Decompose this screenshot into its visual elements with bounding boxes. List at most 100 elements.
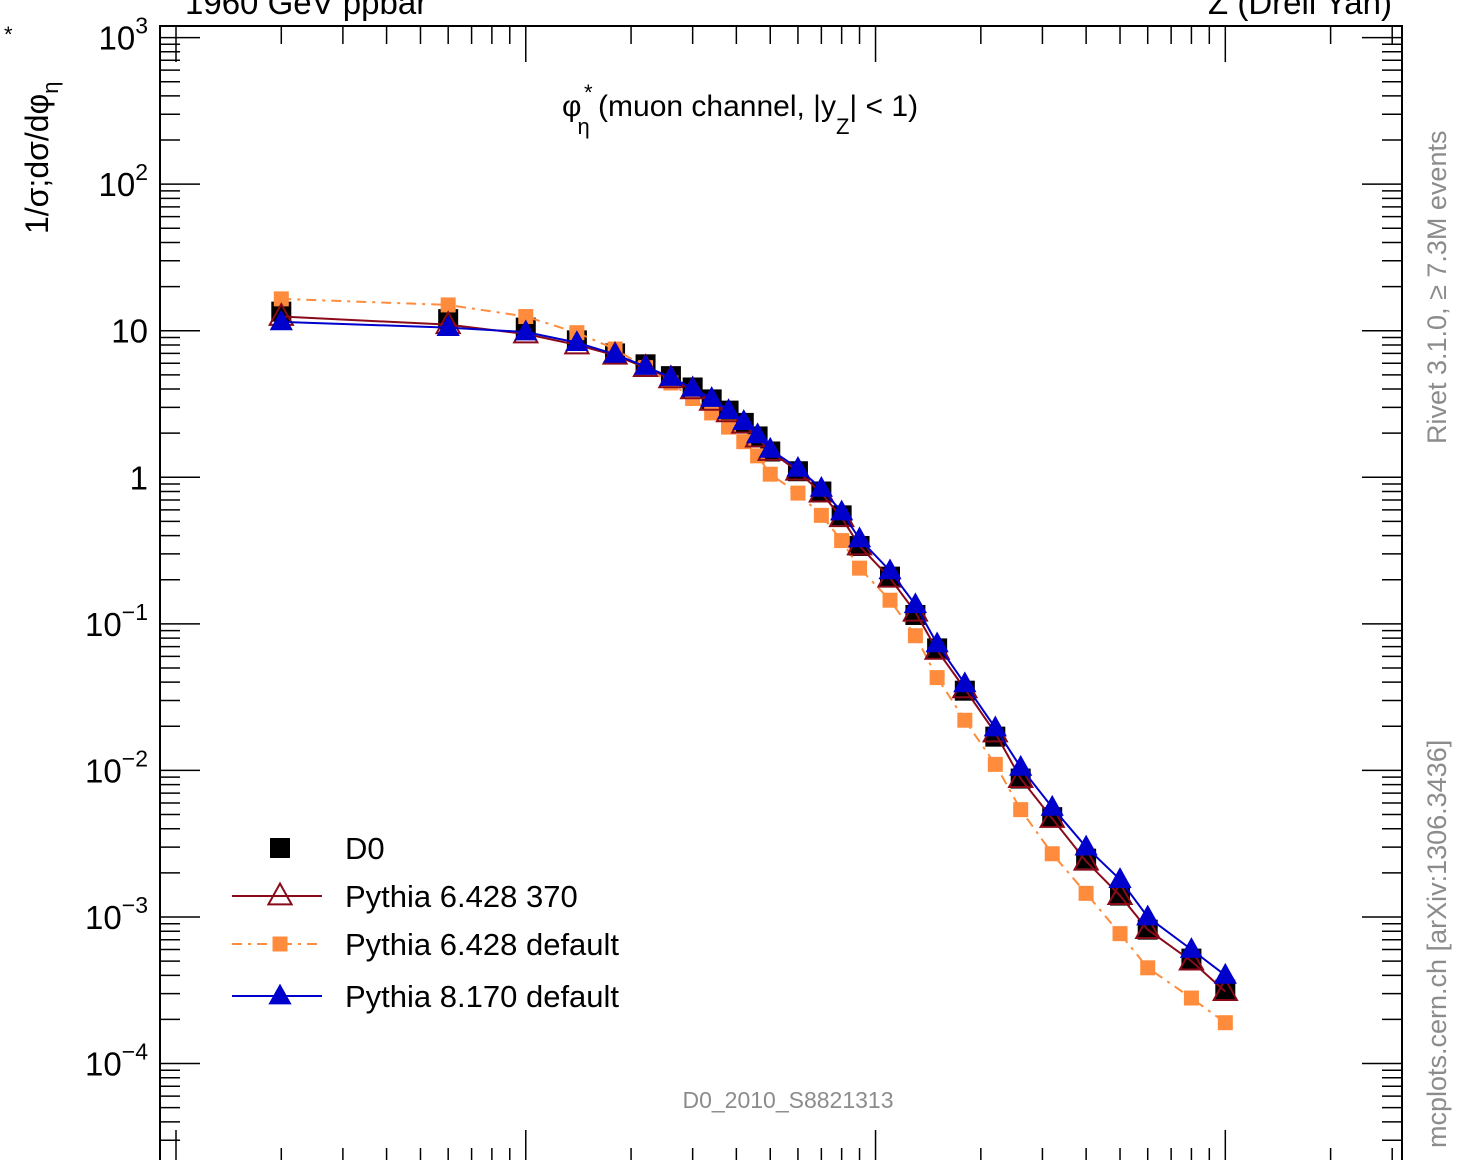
mcplots-label: mcplots.cern.ch [arXiv:1306.3436] <box>1422 740 1452 1148</box>
data-point <box>603 341 627 363</box>
data-point <box>813 507 829 523</box>
title-rest2: | < 1) <box>849 90 918 123</box>
data-point <box>1038 804 1066 828</box>
svg-text:mcplots.cern.ch [arXiv:1306.34: mcplots.cern.ch [arXiv:1306.3436] <box>1422 740 1452 1148</box>
data-point <box>704 405 720 421</box>
svg-text:1/σ;dσ/dφη: 1/σ;dσ/dφη <box>19 81 63 234</box>
data-point <box>716 398 741 420</box>
y-axis-label: 1/σ;dσ/dφη <box>19 81 63 234</box>
data-point <box>1007 764 1034 788</box>
data-point <box>1178 946 1205 971</box>
legend-label: D0 <box>345 831 385 866</box>
legend: D0 Pythia 6.428 370 Pythia 6.428 default Py… <box>232 831 619 1014</box>
data-point <box>269 309 293 331</box>
data-point <box>1072 846 1100 871</box>
data-point <box>266 881 294 906</box>
data-point <box>273 291 289 307</box>
data-point <box>882 592 898 608</box>
svg-text:Rivet 3.1.0, ≥ 7.3M events: Rivet 3.1.0, ≥ 7.3M events <box>1422 131 1452 444</box>
data-point <box>1183 990 1199 1006</box>
data-point <box>852 560 868 576</box>
data-point <box>1134 915 1162 940</box>
data-point <box>929 670 945 686</box>
data-point <box>834 533 850 549</box>
title-z: Z <box>836 114 849 139</box>
data-point <box>1215 979 1236 1000</box>
data-point <box>1112 926 1128 942</box>
data-point <box>1212 977 1239 1001</box>
data-point <box>987 756 1003 772</box>
legend-item: D0 <box>270 831 385 866</box>
data-point <box>681 375 705 397</box>
data-point <box>659 365 683 386</box>
data-point <box>847 526 872 548</box>
legend-item: Pythia 8.170 default <box>232 979 619 1014</box>
y-tick-label: 10−1 <box>85 599 148 643</box>
title-eta: η <box>577 114 589 139</box>
data-point <box>514 319 538 341</box>
legend-item: Pythia 6.428 default <box>232 927 619 962</box>
data-point <box>830 499 854 521</box>
data-point <box>1013 802 1029 818</box>
y-tick-label: 10−3 <box>85 892 148 936</box>
data-point <box>1213 962 1237 984</box>
series-layer <box>267 291 1239 1031</box>
header-right: Z (Drell Yan) <box>1208 0 1392 21</box>
data-point <box>700 386 724 407</box>
data-point <box>1074 834 1098 856</box>
y-tick-label: 10 <box>111 313 148 350</box>
analysis-watermark: D0_2010_S8821313 <box>682 1087 893 1113</box>
series-2 <box>273 291 1233 1031</box>
data-point <box>1044 846 1060 862</box>
data-point <box>518 309 534 325</box>
y-tick-label: 103 <box>98 13 148 57</box>
data-point <box>1078 885 1094 901</box>
data-point <box>1179 937 1204 958</box>
data-point <box>878 558 902 580</box>
data-point <box>633 354 658 375</box>
data-point <box>762 466 778 482</box>
data-point <box>1108 867 1132 888</box>
data-point <box>1217 1015 1233 1031</box>
data-point <box>268 983 292 1005</box>
data-point <box>925 631 949 653</box>
data-point <box>745 422 770 444</box>
y-tick-label: 102 <box>98 159 148 203</box>
legend-label: Pythia 6.428 default <box>345 927 619 962</box>
data-point <box>786 456 810 477</box>
legend-label: Pythia 6.428 370 <box>345 879 578 914</box>
data-point <box>907 628 923 644</box>
plot-frame <box>159 25 1403 1160</box>
data-point <box>270 838 290 858</box>
legend-item: Pythia 6.428 370 <box>232 879 578 914</box>
data-point <box>953 671 977 693</box>
data-point <box>1106 881 1134 905</box>
data-point <box>440 297 456 313</box>
y-tick-label: 1 <box>130 459 148 496</box>
data-point <box>790 485 806 501</box>
title-star: * <box>584 80 593 105</box>
y-tick-label: 10−2 <box>85 745 148 789</box>
data-point <box>272 936 288 952</box>
y-axis-label-star: * <box>4 22 13 47</box>
y-axis-label-eta: η <box>38 81 63 93</box>
data-point <box>957 712 973 728</box>
data-point <box>1040 794 1064 816</box>
data-point <box>1140 960 1156 976</box>
data-point <box>1009 754 1033 776</box>
data-point <box>809 475 833 497</box>
y-axis-label-main: 1/σ;dσ/dφ <box>19 94 55 234</box>
data-point <box>983 715 1007 737</box>
data-point <box>565 330 589 351</box>
data-point <box>436 315 460 337</box>
series-3 <box>269 309 1237 984</box>
data-point <box>758 437 782 458</box>
data-point <box>732 409 756 430</box>
data-point <box>1136 904 1160 926</box>
title-phi: φ <box>562 90 581 123</box>
data-point <box>903 592 927 614</box>
y-tick-label: 10−4 <box>85 1039 148 1083</box>
